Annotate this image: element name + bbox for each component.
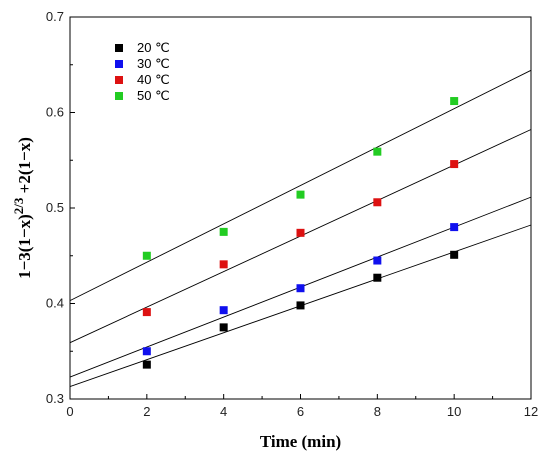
data-point — [450, 223, 459, 232]
fit-line — [69, 69, 532, 302]
y-axis: 0.3 0.4 0.5 0.6 0.7 — [46, 9, 75, 406]
y-axis-title-part2: +2(1−x) — [15, 137, 34, 197]
x-tick-label: 8 — [374, 404, 381, 419]
x-tick-label: 10 — [447, 404, 461, 419]
data-point — [296, 228, 305, 237]
legend: 20 ℃30 ℃40 ℃50 ℃ — [115, 40, 170, 103]
y-axis-title-exponent: 2/3 — [11, 197, 26, 214]
y-tick-label: 0.7 — [46, 9, 64, 24]
data-points — [142, 97, 459, 369]
data-point — [219, 306, 228, 315]
data-point — [219, 323, 228, 332]
x-tick-label: 6 — [297, 404, 304, 419]
y-tick-label: 0.6 — [46, 105, 64, 120]
data-point — [142, 360, 151, 369]
y-axis-title: 1−3(1−x)2/3 +2(1−x) — [11, 137, 34, 279]
data-point — [296, 284, 305, 293]
data-point — [450, 160, 459, 169]
data-point — [142, 347, 151, 356]
x-axis: 0 2 4 6 8 10 12 — [66, 394, 538, 419]
data-point — [219, 227, 228, 236]
legend-marker — [115, 44, 123, 52]
legend-label: 20 ℃ — [137, 40, 170, 55]
data-point — [373, 147, 382, 156]
data-point — [142, 251, 151, 260]
y-tick-label: 0.3 — [46, 391, 64, 406]
fit-lines — [69, 69, 532, 388]
data-point — [296, 190, 305, 199]
x-tick-label: 12 — [524, 404, 538, 419]
x-tick-label: 4 — [220, 404, 227, 419]
data-point — [142, 308, 151, 317]
legend-marker — [115, 60, 123, 68]
data-point — [373, 198, 382, 207]
x-tick-label: 0 — [66, 404, 73, 419]
x-axis-title: Time (min) — [260, 432, 341, 451]
legend-label: 50 ℃ — [137, 88, 170, 103]
data-point — [296, 301, 305, 310]
data-point — [219, 260, 228, 269]
y-axis-title-part1: 1−3(1−x) — [15, 214, 34, 279]
data-point — [450, 97, 459, 106]
legend-marker — [115, 92, 123, 100]
data-point — [373, 256, 382, 265]
y-tick-label: 0.5 — [46, 200, 64, 215]
legend-marker — [115, 76, 123, 84]
y-tick-label: 0.4 — [46, 296, 64, 311]
data-point — [373, 273, 382, 282]
data-point — [450, 250, 459, 259]
legend-label: 40 ℃ — [137, 72, 170, 87]
legend-label: 30 ℃ — [137, 56, 170, 71]
x-tick-label: 2 — [143, 404, 150, 419]
